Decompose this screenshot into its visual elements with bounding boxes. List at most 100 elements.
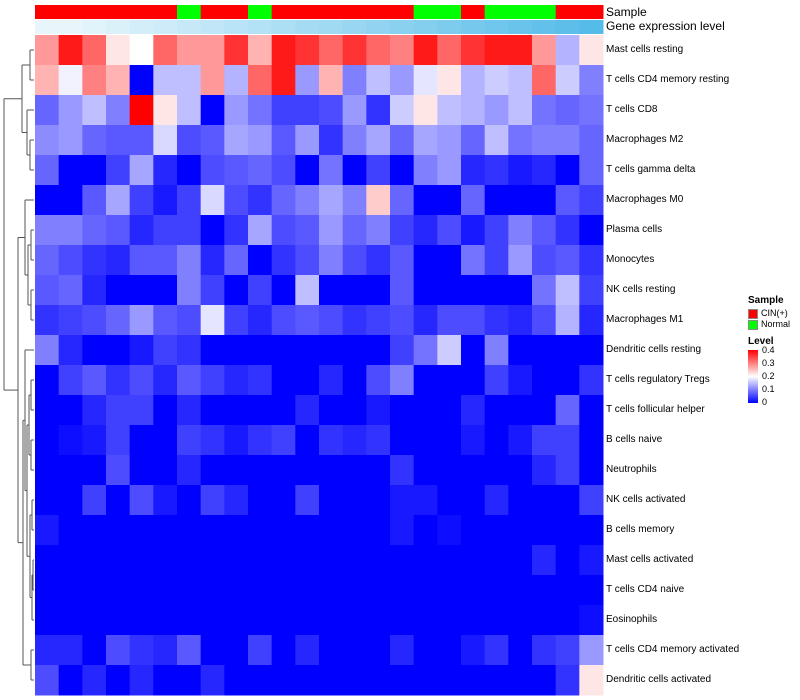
heatmap-cell — [579, 425, 604, 456]
heatmap-cell — [484, 485, 509, 516]
heatmap-cell — [390, 395, 415, 426]
heatmap-cell — [461, 605, 486, 636]
heatmap-cell — [295, 455, 320, 486]
heatmap-cell — [484, 185, 509, 216]
heatmap-cell — [390, 365, 415, 396]
heatmap-cell — [319, 95, 344, 126]
heatmap-cell — [106, 305, 131, 336]
heatmap-cell — [82, 365, 107, 396]
heatmap-cell — [295, 215, 320, 246]
heatmap-cell — [271, 545, 296, 576]
heatmap-cell — [295, 245, 320, 276]
heatmap-cell — [129, 35, 154, 66]
heatmap-cell — [437, 275, 462, 306]
heatmap-cell — [224, 185, 249, 216]
heatmap-cell — [508, 215, 533, 246]
heatmap-cell — [129, 545, 154, 576]
heatmap-cell — [129, 275, 154, 306]
sample-annotation-cell — [200, 5, 225, 19]
heatmap-cell — [200, 95, 225, 126]
heatmap-cell — [177, 155, 202, 186]
heatmap-cell — [177, 275, 202, 306]
heatmap-cell — [579, 275, 604, 306]
heatmap-cell — [319, 215, 344, 246]
heatmap-cell — [390, 35, 415, 66]
heatmap-cell — [366, 575, 391, 606]
heatmap-cell — [508, 545, 533, 576]
heatmap-cell — [58, 65, 83, 96]
heatmap-cell — [437, 455, 462, 486]
heatmap-cell — [366, 305, 391, 336]
heatmap-cell — [461, 515, 486, 546]
heatmap-cell — [82, 395, 107, 426]
heatmap-cell — [390, 485, 415, 516]
heatmap-cell — [58, 365, 83, 396]
heatmap-cell — [106, 515, 131, 546]
heatmap-cell — [342, 395, 367, 426]
heatmap-cell — [177, 245, 202, 276]
heatmap-cell — [579, 455, 604, 486]
row-label: NK cells activated — [606, 494, 686, 505]
row-label: Dendritic cells activated — [606, 674, 712, 685]
heatmap-cell — [177, 425, 202, 456]
sample-annotation-cell — [390, 5, 415, 19]
row-label: B cells memory — [606, 524, 675, 535]
row-label: T cells CD4 memory activated — [606, 644, 740, 655]
heatmap-cell — [224, 665, 249, 696]
heatmap-cell — [106, 485, 131, 516]
heatmap-cell — [58, 305, 83, 336]
heatmap-cell — [248, 545, 273, 576]
heatmap-cell — [58, 245, 83, 276]
heatmap-cell — [461, 425, 486, 456]
heatmap-cell — [177, 515, 202, 546]
heatmap-cell — [579, 485, 604, 516]
heatmap-cell — [484, 335, 509, 366]
heatmap-cell — [35, 275, 60, 306]
heatmap-cell — [342, 575, 367, 606]
heatmap-cell — [342, 635, 367, 666]
heatmap-cell — [508, 155, 533, 186]
level-annotation-cell — [366, 20, 391, 34]
heatmap-cell — [579, 515, 604, 546]
heatmap-cell — [579, 605, 604, 636]
level-annotation-cell — [153, 20, 178, 34]
heatmap-cell — [200, 395, 225, 426]
heatmap-cell — [82, 185, 107, 216]
sample-annotation-cell — [342, 5, 367, 19]
heatmap-cell — [224, 95, 249, 126]
heatmap-cell — [129, 635, 154, 666]
heatmap-cell — [82, 575, 107, 606]
sample-annotation-cell — [106, 5, 131, 19]
heatmap-cell — [532, 485, 557, 516]
heatmap-cell — [532, 95, 557, 126]
sample-annotation-cell — [366, 5, 391, 19]
heatmap-cell — [413, 635, 438, 666]
sample-annotation-cell — [153, 5, 178, 19]
heatmap-cell — [200, 35, 225, 66]
heatmap-cell — [82, 335, 107, 366]
heatmap-cell — [177, 485, 202, 516]
heatmap-cell — [153, 545, 178, 576]
heatmap-cell — [129, 455, 154, 486]
heatmap-cell — [342, 185, 367, 216]
row-label: B cells naive — [606, 434, 663, 445]
heatmap-cell — [58, 485, 83, 516]
heatmap-cell — [532, 335, 557, 366]
heatmap-cell — [271, 125, 296, 156]
heatmap-cell — [35, 545, 60, 576]
heatmap-cell — [342, 275, 367, 306]
row-label: Monocytes — [606, 254, 655, 265]
heatmap-cell — [461, 155, 486, 186]
heatmap-cell — [555, 485, 580, 516]
heatmap-cell — [366, 275, 391, 306]
heatmap-cell — [106, 635, 131, 666]
heatmap-cell — [508, 245, 533, 276]
heatmap-cell — [200, 245, 225, 276]
heatmap-cell — [579, 245, 604, 276]
heatmap-cell — [58, 515, 83, 546]
heatmap-cell — [319, 605, 344, 636]
heatmap-cell — [319, 635, 344, 666]
legend-tick-0-1: 0.1 — [762, 384, 775, 394]
heatmap-cell — [366, 395, 391, 426]
row-label: Macrophages M2 — [606, 134, 684, 145]
